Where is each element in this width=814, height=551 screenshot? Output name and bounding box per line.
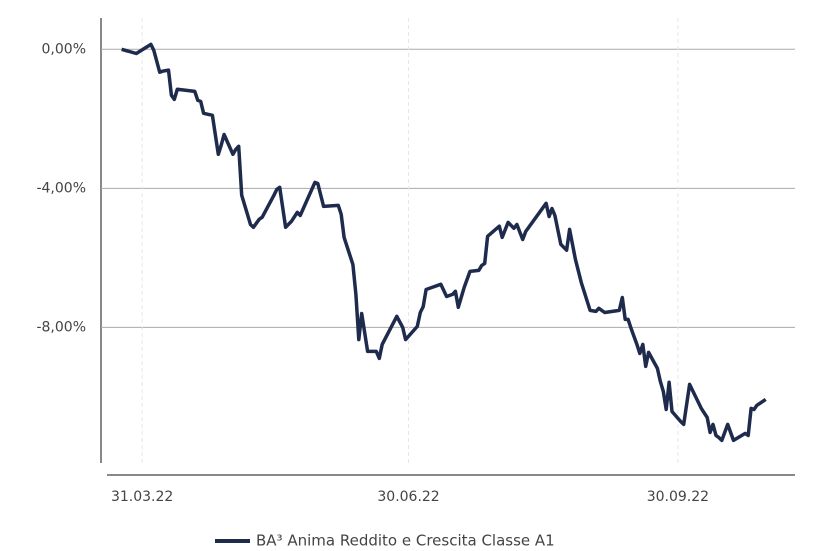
data-line: [121, 42, 767, 443]
y-tick-label: -4,00%: [36, 180, 86, 196]
x-tick-label: 30.09.22: [647, 489, 709, 505]
x-tick-label: 30.06.22: [377, 489, 439, 505]
x-tick-label: 31.03.22: [111, 489, 173, 505]
y-tick-label: 0,00%: [42, 41, 86, 57]
legend-label: BA³ Anima Reddito e Crescita Classe A1: [256, 532, 555, 550]
y-tick-label: -8,00%: [36, 319, 86, 335]
